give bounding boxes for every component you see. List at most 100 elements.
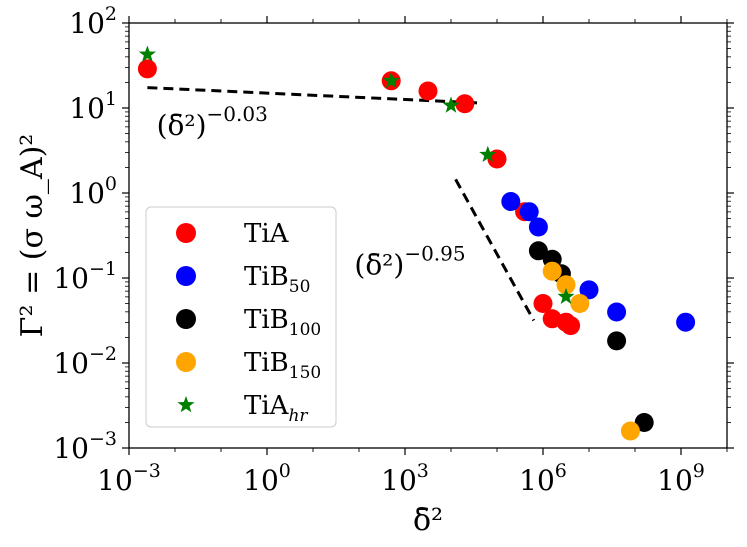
fit-line [454,178,536,322]
legend-item: TiB100 [176,305,321,340]
data-point-star [479,145,497,163]
legend-label: TiAhr [244,391,308,426]
x-tick-label: 10−3 [97,460,161,497]
y-tick-base: 10 [69,177,105,210]
legend-label-main: TiB [244,305,289,335]
legend-label-sub: 150 [289,363,321,383]
data-point [676,312,696,332]
series-TiA [137,59,581,336]
data-point [519,202,539,222]
legend-label: TiB50 [244,262,310,297]
data-point [533,294,553,313]
data-point [634,413,654,432]
data-point-star [442,96,460,113]
fit-annotation-exponent: −0.03 [207,102,268,126]
data-point [542,261,562,281]
y-tick-exponent: −1 [89,258,117,280]
y-tick-exponent: −2 [89,343,117,365]
y-tick-exponent: 2 [105,3,117,25]
y-tick-base: 10 [53,432,89,465]
x-tick-label: 100 [243,460,291,497]
y-axis-label: Γ² = (σ ω_A)² [15,134,50,338]
legend-label: TiB150 [244,348,321,383]
data-point [561,316,581,336]
fit-annotation: (δ̄²)−0.03 [157,102,268,142]
legend-item: TiB50 [176,262,310,297]
y-tick-exponent: −3 [89,428,117,450]
x-tick-label: 103 [381,460,429,497]
data-points [137,45,696,441]
fit-annotation: (δ̄²)−0.95 [354,242,465,282]
fit-annotation-exponent: −0.95 [404,242,465,266]
legend-label-main: TiB [244,262,289,292]
y-tick-base: 10 [69,7,105,40]
axes-frame [128,22,728,449]
data-point-star [557,287,575,304]
x-tick-exponent: 6 [555,460,567,482]
legend-box [145,206,337,428]
x-tick-base: 10 [381,464,417,497]
legend-label-main: TiA [244,219,290,249]
y-tick-label: 102 [69,3,117,40]
legend-label: TiB100 [244,305,321,340]
y-tick-base: 10 [69,92,105,125]
legend-label-sub: 50 [289,277,311,297]
x-axis: 10−3 100 103 106 109 [97,16,728,497]
data-point [556,275,576,295]
legend-item: TiAhr [177,391,308,426]
series-TiAhr [138,45,575,304]
y-tick-label: 10−3 [53,428,117,465]
legend-label-sub: hr [288,406,308,426]
legend-item: TiA [176,219,290,249]
legend-marker [176,266,196,286]
series-TiB150 [542,261,640,441]
legend-label-sub: 100 [289,320,321,340]
data-point-star [138,45,156,62]
x-tick-base: 10 [97,464,133,497]
x-tick-exponent: 0 [279,460,291,482]
data-point [455,94,475,114]
y-tick-base: 10 [53,262,89,295]
data-point [620,421,640,441]
data-point-star [382,71,400,89]
x-tick-exponent: −3 [133,460,161,482]
data-point [501,192,521,211]
legend-item: TiB150 [176,348,321,383]
x-tick-label: 106 [519,460,567,497]
fit-annotation-base: (δ̄²) [354,249,404,282]
x-axis-label: δ̄² [413,503,443,538]
y-tick-exponent: 0 [105,173,117,195]
data-point [570,294,590,313]
data-point [528,217,548,237]
series-TiB50 [501,192,696,332]
data-point [418,81,438,101]
y-tick-exponent: 1 [105,88,117,110]
legend-marker [176,223,196,243]
data-point [579,280,599,300]
fit-annotation-base: (δ̄²) [157,109,207,142]
legend-label-main: TiB [244,348,289,378]
x-tick-base: 10 [657,464,693,497]
data-point [607,302,627,322]
y-tick-label: 100 [69,173,117,210]
x-tick-exponent: 9 [693,460,705,482]
legend-marker [176,309,196,329]
x-tick-base: 10 [519,464,555,497]
fit-lines: (δ̄²)−0.03(δ̄²)−0.95 [147,86,536,322]
x-tick-base: 10 [243,464,279,497]
legend-marker [176,352,196,372]
y-tick-base: 10 [53,347,89,380]
y-tick-label: 101 [69,88,117,125]
legend-label-main: TiA [244,391,290,421]
y-tick-label: 10−2 [53,343,117,380]
legend-label: TiA [244,219,290,249]
data-point [528,241,548,261]
y-tick-label: 10−1 [53,258,117,295]
x-tick-label: 109 [657,460,705,497]
legend-marker-star [177,396,195,413]
fit-line [147,86,479,105]
